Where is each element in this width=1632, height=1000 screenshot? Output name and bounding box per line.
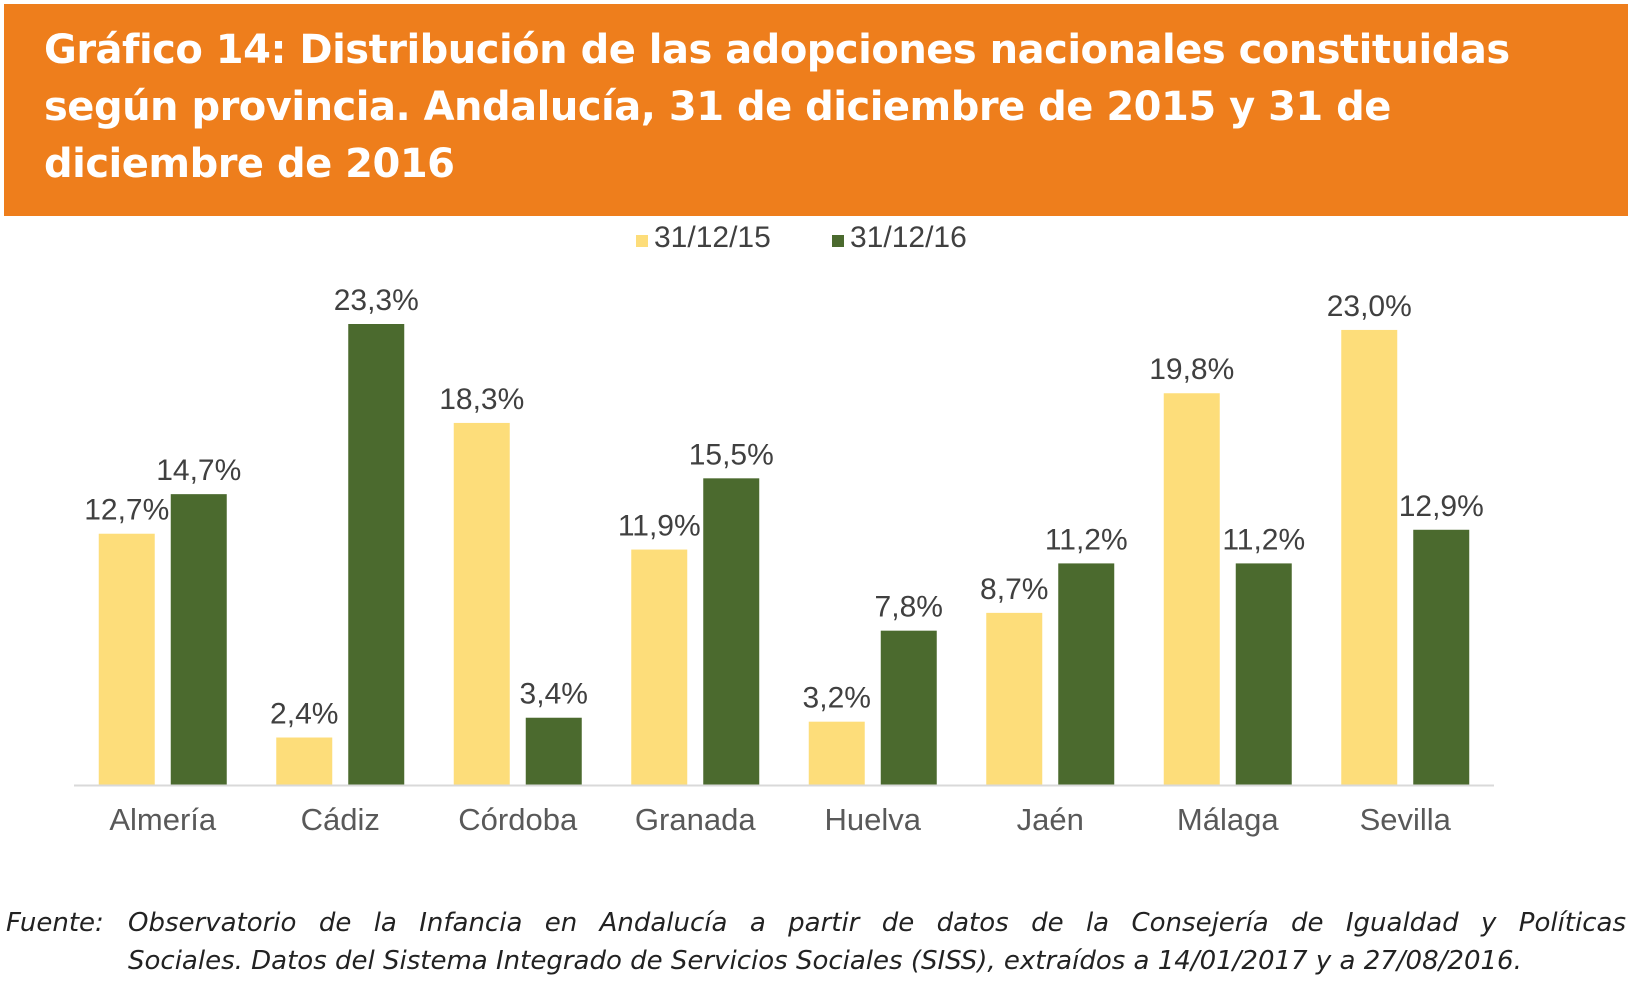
value-label-s2-4: 7,8% [875, 591, 943, 624]
bar-s1-7 [1341, 329, 1398, 785]
value-label-s2-0: 14,7% [156, 454, 241, 487]
value-label-s1-6: 19,8% [1149, 353, 1234, 386]
value-label-s2-7: 12,9% [1399, 490, 1484, 523]
legend-swatch-1 [636, 235, 648, 247]
value-label-s1-1: 2,4% [270, 698, 338, 731]
bar-s2-7 [1413, 529, 1470, 785]
bar-s2-5 [1058, 563, 1115, 785]
legend-label-2: 31/12/16 [850, 221, 967, 254]
bar-s1-2 [453, 422, 510, 785]
value-label-s1-0: 12,7% [84, 494, 169, 527]
source-note: Fuente: Observatorio de la Infancia en A… [6, 904, 1626, 980]
bar-s2-3 [703, 478, 760, 785]
bar-s1-6 [1163, 393, 1220, 785]
bar-s2-1 [348, 324, 405, 785]
value-label-s2-2: 3,4% [520, 678, 588, 711]
source-line-1: Observatorio de la Infancia en Andalucía… [128, 908, 1626, 938]
category-label-2: Córdoba [458, 802, 578, 837]
value-labels: 12,7% 14,7% 2,4% 23,3% 18,3% 3,4% 11,9% 15,5% 3,… [84, 284, 1484, 731]
value-label-s1-2: 18,3% [439, 383, 524, 416]
category-labels: Almería Cádiz Córdoba Granada Huelva Jaén Mála… [109, 802, 1451, 837]
category-label-3: Granada [635, 802, 756, 837]
bars [98, 324, 1470, 785]
category-label-0: Almería [109, 802, 217, 837]
bar-s1-4 [808, 721, 865, 785]
value-label-s1-5: 8,7% [980, 573, 1048, 606]
value-label-s2-1: 23,3% [334, 284, 419, 317]
category-label-6: Málaga [1177, 802, 1279, 837]
bar-chart: 31/12/15 31/12/16 12,7% 14,7% 2,4% 23,3% 18,3… [74, 221, 1494, 837]
bar-s2-2 [525, 717, 582, 785]
bar-s1-1 [276, 737, 333, 785]
bar-s1-0 [98, 533, 155, 785]
bar-s2-6 [1235, 563, 1292, 785]
category-label-4: Huelva [825, 802, 922, 837]
source-label: Fuente: [6, 908, 104, 938]
legend-label-1: 31/12/15 [654, 221, 771, 254]
legend: 31/12/15 31/12/16 [636, 221, 967, 254]
category-label-5: Jaén [1017, 802, 1084, 837]
value-label-s2-3: 15,5% [689, 438, 774, 471]
title-band: Gráfico 14: Distribución de las adopcion… [4, 4, 1628, 216]
category-label-7: Sevilla [1360, 802, 1452, 837]
value-label-s2-5: 11,2% [1045, 523, 1128, 556]
bar-s1-5 [986, 612, 1043, 785]
value-label-s1-7: 23,0% [1327, 290, 1412, 323]
source-line-2: Sociales. Datos del Sistema Integrado de… [128, 946, 1522, 976]
legend-swatch-2 [832, 235, 844, 247]
bar-s2-4 [880, 630, 937, 785]
value-label-s1-3: 11,9% [618, 510, 701, 543]
category-label-1: Cádiz [301, 802, 380, 837]
value-label-s2-6: 11,2% [1222, 523, 1305, 556]
bar-s1-3 [631, 549, 688, 785]
bar-s2-0 [170, 494, 227, 785]
value-label-s1-4: 3,2% [803, 682, 871, 715]
chart-title: Gráfico 14: Distribución de las adopcion… [44, 27, 1510, 187]
